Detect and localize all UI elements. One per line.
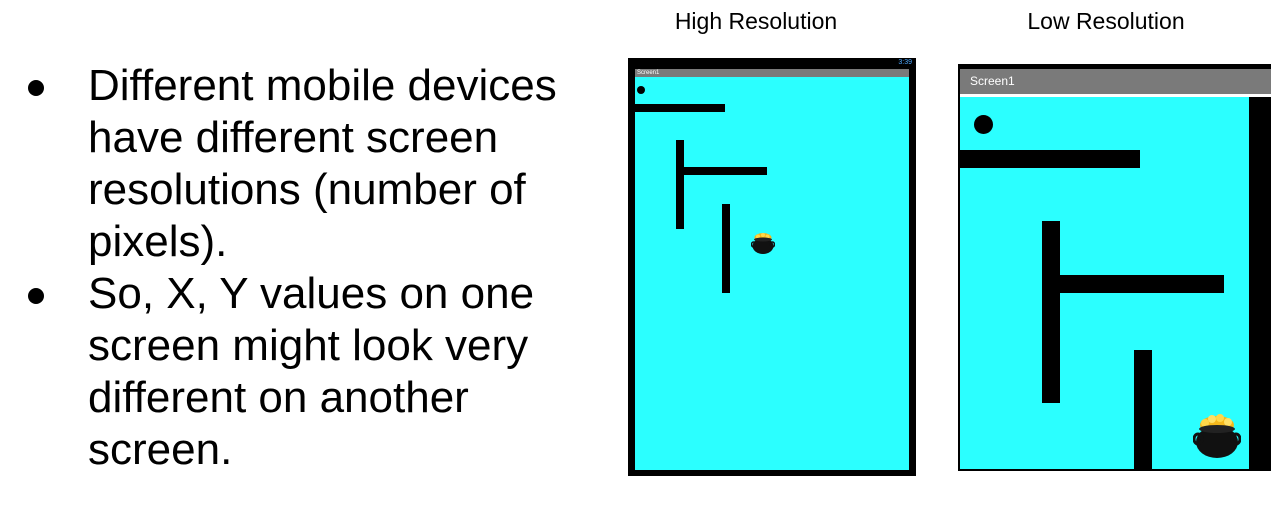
- bullet-item: So, X, Y values on one screen might look…: [28, 268, 618, 476]
- screen-title: Screen1: [970, 74, 1015, 88]
- divider: [960, 94, 1271, 97]
- bullet-text: So, X, Y values on one screen might look…: [88, 269, 535, 474]
- maze-wall: [1042, 221, 1060, 403]
- pot-of-gold-sprite[interactable]: [751, 231, 775, 255]
- maze-wall: [1060, 275, 1224, 293]
- bullet-dot: [28, 80, 44, 96]
- low-resolution-device: Screen1: [958, 64, 1271, 471]
- game-canvas[interactable]: [960, 97, 1249, 469]
- title-bar: Screen1: [635, 69, 909, 77]
- bullet-text: Different mobile devices have different …: [88, 61, 557, 266]
- maze-wall: [635, 104, 725, 112]
- maze-wall: [684, 167, 767, 175]
- low-resolution-caption: Low Resolution: [1027, 8, 1185, 34]
- bullet-dot: [28, 288, 44, 304]
- maze-wall: [722, 204, 730, 293]
- maze-wall: [676, 140, 684, 229]
- status-bar: [958, 64, 1271, 69]
- maze-wall: [960, 150, 1140, 168]
- screen-title: Screen1: [637, 70, 660, 76]
- game-canvas[interactable]: [635, 77, 909, 470]
- status-bar: 3:39: [628, 58, 916, 69]
- high-resolution-caption: High Resolution: [674, 8, 838, 34]
- bullet-list: Different mobile devices have different …: [28, 60, 618, 476]
- pot-of-gold-sprite[interactable]: [1193, 412, 1241, 460]
- ball-sprite[interactable]: [637, 86, 645, 94]
- bullet-item: Different mobile devices have different …: [28, 60, 618, 268]
- title-bar: Screen1: [960, 69, 1271, 94]
- high-resolution-device: 3:39 Screen1: [628, 58, 916, 476]
- status-time: 3:39: [898, 59, 912, 66]
- ball-sprite[interactable]: [974, 115, 993, 134]
- maze-wall: [1134, 350, 1152, 469]
